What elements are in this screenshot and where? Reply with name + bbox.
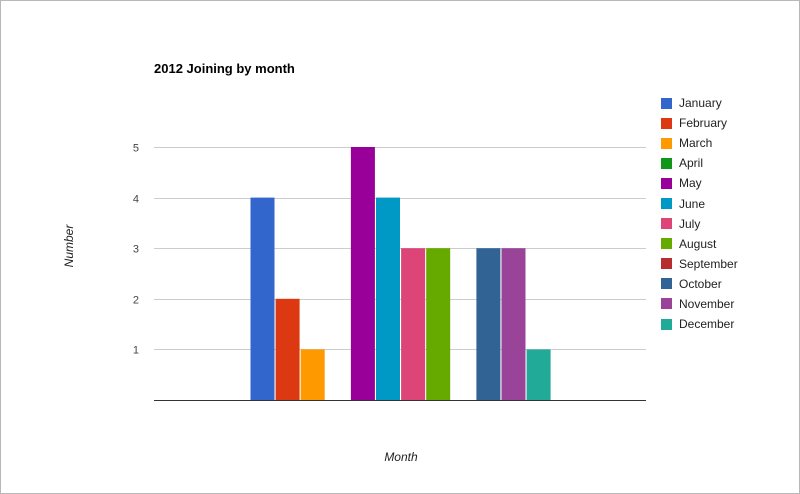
- legend-swatch: [661, 157, 672, 169]
- legend-label: December: [679, 317, 735, 332]
- legend-label: August: [679, 236, 717, 251]
- bar-december[interactable]: [526, 349, 551, 400]
- y-tick-label: 5: [133, 143, 139, 155]
- legend-label: November: [679, 296, 735, 311]
- x-axis-title: Month: [384, 450, 418, 464]
- y-tick-label: 4: [133, 194, 139, 206]
- legend-swatch: [661, 298, 672, 310]
- chart-legend: January February March April May June July Augu…: [661, 93, 738, 334]
- legend-item-april[interactable]: April: [661, 153, 738, 173]
- legend-swatch: [661, 218, 672, 230]
- legend-swatch: [661, 177, 672, 189]
- bar-october[interactable]: [476, 248, 501, 400]
- y-axis-title: Number: [62, 224, 76, 268]
- legend-item-november[interactable]: November: [661, 294, 738, 314]
- legend-label: February: [679, 116, 728, 131]
- legend-swatch: [661, 258, 672, 270]
- legend-item-october[interactable]: October: [661, 274, 738, 294]
- bar-november[interactable]: [501, 248, 526, 400]
- y-tick-label: 1: [133, 345, 139, 357]
- bars: [250, 147, 551, 400]
- legend-item-august[interactable]: August: [661, 234, 738, 254]
- y-tick-label: 3: [133, 244, 139, 256]
- legend-label: June: [679, 196, 706, 211]
- legend-swatch: [661, 238, 672, 250]
- legend-label: January: [679, 96, 722, 111]
- legend-label: May: [679, 176, 702, 191]
- legend-item-may[interactable]: May: [661, 173, 738, 193]
- legend-label: October: [679, 276, 722, 291]
- legend-swatch: [661, 117, 672, 129]
- legend-swatch: [661, 137, 672, 149]
- legend-swatch: [661, 318, 672, 330]
- legend-item-january[interactable]: January: [661, 93, 738, 113]
- legend-swatch: [661, 198, 672, 210]
- legend-item-september[interactable]: September: [661, 254, 738, 274]
- legend-swatch: [661, 278, 672, 290]
- bar-february[interactable]: [275, 298, 300, 400]
- bar-july[interactable]: [401, 248, 426, 400]
- legend-swatch: [661, 97, 672, 109]
- bar-august[interactable]: [426, 248, 451, 400]
- legend-label: September: [679, 256, 738, 271]
- legend-label: July: [679, 216, 701, 231]
- legend-item-march[interactable]: March: [661, 133, 738, 153]
- legend-item-june[interactable]: June: [661, 193, 738, 213]
- bar-june[interactable]: [376, 197, 400, 400]
- y-tick-label: 2: [133, 295, 139, 307]
- legend-item-july[interactable]: July: [661, 214, 738, 234]
- legend-item-february[interactable]: February: [661, 113, 738, 133]
- legend-label: March: [679, 136, 713, 151]
- bar-january[interactable]: [250, 197, 275, 400]
- bar-may[interactable]: [350, 147, 375, 400]
- chart-title: 2012 Joining by month: [154, 61, 295, 76]
- bar-march[interactable]: [300, 349, 325, 400]
- y-tick-labels: 1 2 3 4 5: [133, 143, 139, 357]
- legend-item-december[interactable]: December: [661, 314, 738, 334]
- legend-label: April: [679, 156, 704, 171]
